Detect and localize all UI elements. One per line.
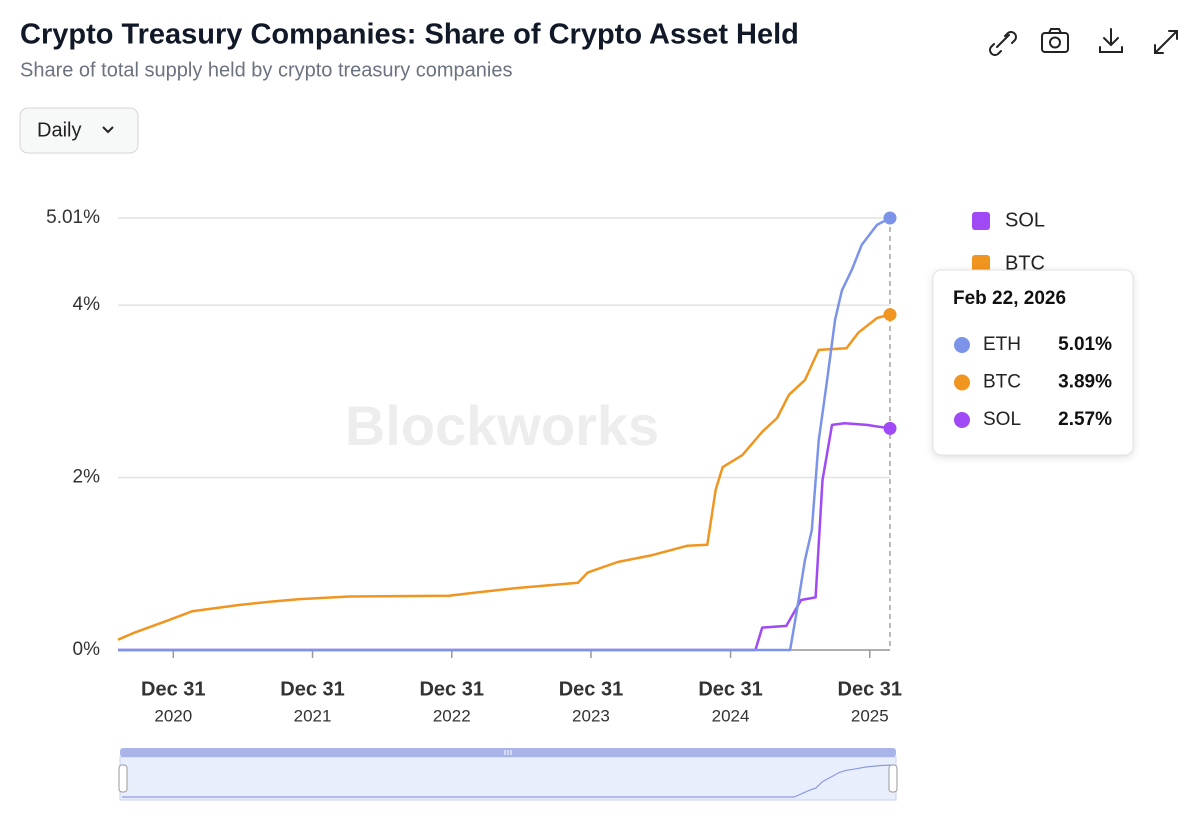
x-tick-label: Dec 31 (141, 678, 206, 700)
dropdown-box[interactable] (19, 107, 139, 154)
camera-icon[interactable] (1041, 28, 1069, 53)
y-tick-label: 5.01% (46, 207, 100, 228)
series-line (118, 421, 891, 652)
tooltip-value: 5.01% (1058, 334, 1112, 355)
x-tick-year: 2025 (851, 706, 889, 725)
navigator-handle[interactable] (118, 764, 128, 793)
legend-label: SOL (1005, 209, 1045, 231)
y-tick-label: 0% (73, 639, 101, 660)
tooltip-dot (954, 374, 970, 391)
legend-swatch (972, 255, 990, 273)
dropdown-label[interactable]: Daily (37, 119, 81, 141)
tooltip-value: 2.57% (1058, 409, 1112, 430)
navigator-handle[interactable] (888, 764, 898, 793)
series-line (117, 313, 891, 641)
dropdown-chevron[interactable] (102, 126, 114, 134)
navigator (118, 748, 898, 801)
tooltip-date: Feb 22, 2026 (953, 288, 1066, 309)
download-icon[interactable] (1099, 28, 1123, 53)
tooltip-box (932, 269, 1134, 456)
x-tick-year: 2024 (712, 706, 750, 725)
end-point (883, 421, 897, 435)
navigator-grip (504, 750, 512, 755)
tooltip-value: 3.89% (1058, 372, 1112, 393)
legend-swatch (972, 212, 990, 230)
watermark: Blockworks (345, 394, 659, 457)
tooltip-name: BTC (983, 372, 1021, 393)
tooltip-name: ETH (983, 334, 1021, 355)
legend-item[interactable]: SOL (972, 209, 1045, 231)
x-tick-label: Dec 31 (419, 678, 484, 700)
end-point (883, 211, 897, 225)
tooltip-name: SOL (983, 409, 1021, 430)
x-tick-label: Dec 31 (559, 678, 624, 700)
chart-subtitle: Share of total supply held by crypto tre… (20, 59, 512, 81)
link-icon[interactable] (989, 31, 1017, 56)
x-tick-label: Dec 31 (838, 678, 903, 700)
tooltip-dot (954, 412, 970, 428)
end-point (883, 308, 897, 322)
tooltip-dot (954, 337, 970, 353)
navigator-track (119, 756, 897, 801)
chart-title: Crypto Treasury Companies: Share of Cryp… (20, 19, 799, 51)
interval-dropdown[interactable]: Daily (19, 107, 139, 154)
x-tick-label: Dec 31 (698, 678, 763, 700)
x-tick-year: 2021 (294, 706, 332, 725)
x-tick-year: 2022 (433, 706, 471, 725)
expand-icon[interactable] (1154, 30, 1178, 54)
navigator-line (122, 764, 895, 798)
legend-item[interactable]: BTC (972, 252, 1045, 274)
tooltip: Feb 22, 2026 ETH 5.01% BTC 3.89% SOL 2.57% (932, 269, 1134, 456)
x-tick-year: 2023 (572, 706, 610, 725)
y-tick-label: 4% (73, 294, 101, 315)
x-tick-label: Dec 31 (280, 678, 345, 700)
series-line (118, 216, 891, 652)
legend-label: BTC (1005, 252, 1045, 274)
x-tick-year: 2020 (154, 706, 192, 725)
toolbar-icons (989, 28, 1178, 56)
y-tick-label: 2% (73, 467, 101, 488)
